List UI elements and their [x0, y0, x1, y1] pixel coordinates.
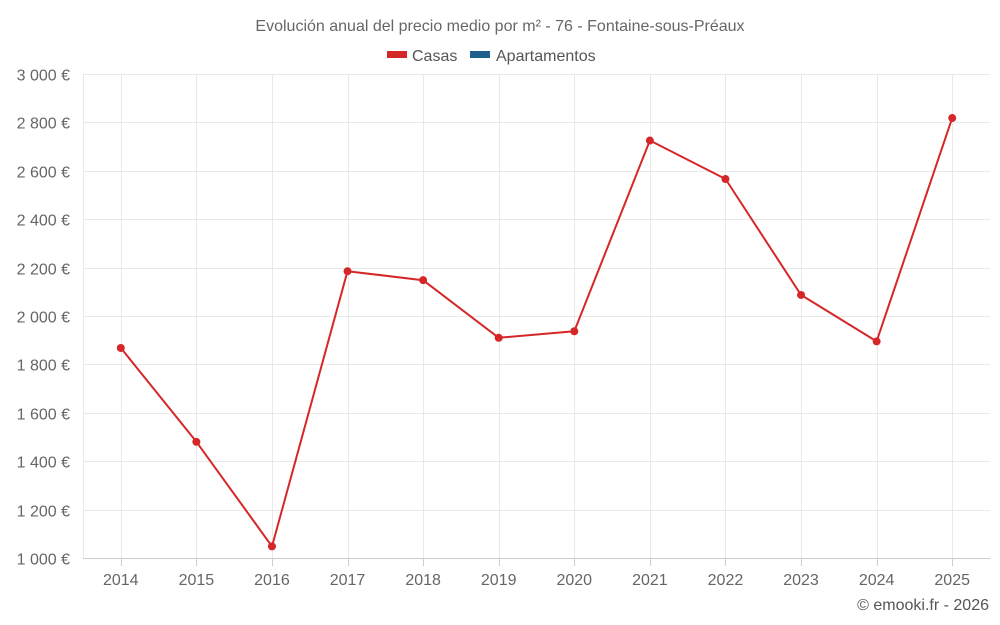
x-tick-label: 2018 [405, 572, 441, 589]
data-point-casas[interactable] [872, 337, 881, 346]
series [116, 114, 957, 551]
y-axis-labels: 1 000 € 1 200 € 1 400 € 1 600 € 1 800 € 2 000… [17, 68, 70, 569]
x-tick-label: 2025 [934, 572, 970, 589]
x-tick-label: 2021 [632, 572, 668, 589]
legend-item-casas[interactable]: Casas [387, 48, 457, 65]
data-point-casas[interactable] [570, 327, 579, 336]
legend-label-apartamentos: Apartamentos [496, 48, 596, 65]
x-tick-label: 2022 [708, 572, 744, 589]
data-point-casas[interactable] [948, 114, 957, 123]
x-tick-label: 2017 [330, 572, 366, 589]
x-tick-label: 2020 [556, 572, 592, 589]
legend: Casas Apartamentos [387, 48, 596, 65]
data-point-casas[interactable] [721, 175, 730, 184]
data-point-casas[interactable] [343, 267, 352, 276]
data-point-casas[interactable] [267, 542, 276, 551]
chart-title: Evolución anual del precio medio por m² … [255, 18, 744, 35]
data-point-casas[interactable] [116, 343, 125, 352]
x-tick-label: 2023 [783, 572, 819, 589]
y-tick-label: 3 000 € [17, 68, 70, 85]
y-tick-label: 1 400 € [17, 455, 70, 472]
data-point-casas[interactable] [419, 276, 428, 285]
x-tick-label: 2015 [179, 572, 215, 589]
data-point-casas[interactable] [797, 290, 806, 299]
y-tick-label: 2 000 € [17, 310, 70, 327]
credit-text[interactable]: © emooki.fr - 2026 [857, 597, 989, 614]
legend-item-apartamentos[interactable]: Apartamentos [470, 48, 596, 65]
x-axis-labels: 2014 2015 2016 2017 2018 2019 2020 2021 2022 2023… [103, 572, 970, 589]
x-tick-label: 2024 [859, 572, 895, 589]
x-tick-label: 2019 [481, 572, 517, 589]
y-tick-label: 1 600 € [17, 407, 70, 424]
data-point-casas[interactable] [645, 136, 654, 145]
x-tick-label: 2016 [254, 572, 290, 589]
legend-swatch-casas [387, 51, 407, 58]
y-tick-label: 2 800 € [17, 116, 70, 133]
legend-label-casas: Casas [412, 48, 457, 65]
y-tick-label: 1 200 € [17, 504, 70, 521]
y-tick-label: 2 400 € [17, 213, 70, 230]
y-tick-label: 2 200 € [17, 262, 70, 279]
y-tick-label: 1 000 € [17, 552, 70, 569]
y-tick-label: 2 600 € [17, 165, 70, 182]
data-point-casas[interactable] [192, 437, 201, 446]
axes [83, 74, 990, 566]
legend-swatch-apartamentos [470, 51, 490, 58]
x-tick-label: 2014 [103, 572, 139, 589]
data-point-casas[interactable] [494, 333, 503, 342]
y-tick-label: 1 800 € [17, 358, 70, 375]
series-line-casas [120, 117, 954, 548]
grid [83, 74, 990, 559]
